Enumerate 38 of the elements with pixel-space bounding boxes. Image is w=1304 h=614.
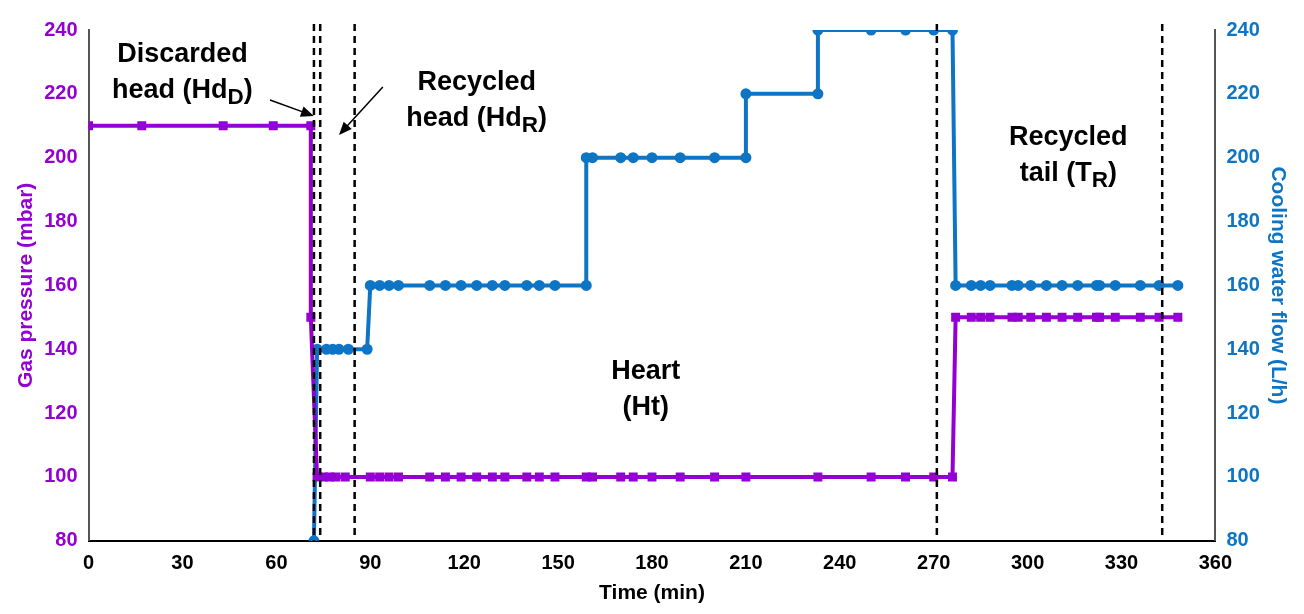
- y-tick-label: 220: [44, 81, 78, 104]
- y2-tick-label: 120: [1226, 400, 1260, 423]
- y2-tick-label: 200: [1226, 145, 1260, 168]
- annotation: Discarded head (Hd$_{D}$): [111, 36, 254, 111]
- x-tick-label: 210: [729, 551, 763, 574]
- y2-tick-label: 220: [1226, 81, 1260, 104]
- y2-tick-label: 100: [1226, 464, 1260, 487]
- y2-tick-label: 80: [1226, 528, 1249, 551]
- x-tick-label: 60: [265, 551, 288, 574]
- x-tick-label: 240: [823, 551, 857, 574]
- y-tick-label: 180: [44, 209, 78, 232]
- x-tick-label: 330: [1104, 551, 1139, 574]
- y-tick-label: 200: [44, 145, 78, 168]
- x-tick-label: 90: [359, 551, 382, 574]
- y-tick-label: 120: [44, 400, 78, 423]
- x-axis-title: Time (min): [599, 580, 705, 604]
- y2-tick-label: 140: [1226, 336, 1260, 359]
- x-tick-label: 0: [83, 551, 95, 574]
- y-tick-label: 140: [44, 336, 78, 359]
- y-tick-label: 80: [55, 528, 78, 551]
- x-tick-label: 270: [917, 551, 951, 574]
- y-tick-label: 100: [44, 464, 78, 487]
- annotation: Recycled tail (T$_{R}$): [1008, 119, 1129, 194]
- x-tick-label: 150: [541, 551, 575, 574]
- y2-tick-label: 180: [1226, 209, 1260, 232]
- x-tick-label: 120: [447, 551, 481, 574]
- annotation: Recycled head (Hd$_{R}$): [405, 65, 549, 140]
- x-tick-label: 30: [171, 551, 194, 574]
- y-tick-label: 160: [44, 272, 78, 295]
- y2-tick-label: 240: [1226, 17, 1260, 40]
- y-tick-label: 240: [44, 17, 78, 40]
- y2-tick-label: 160: [1226, 272, 1260, 295]
- x-tick-label: 360: [1198, 551, 1233, 574]
- annotation: Heart (Ht): [610, 353, 682, 423]
- y2-axis-title: Cooling water flow (L/h): [1267, 166, 1291, 405]
- y-axis-title: Gas pressure (mbar): [13, 182, 37, 389]
- x-tick-label: 300: [1010, 551, 1045, 574]
- x-tick-label: 180: [635, 551, 669, 574]
